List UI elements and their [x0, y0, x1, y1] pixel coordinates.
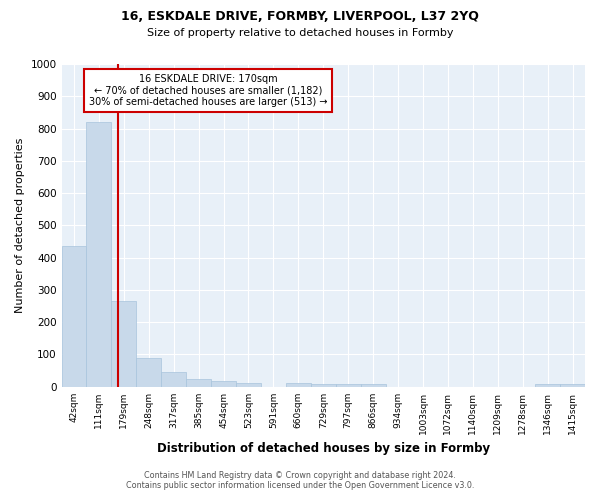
Bar: [236, 383, 261, 386]
Text: 16, ESKDALE DRIVE, FORMBY, LIVERPOOL, L37 2YQ: 16, ESKDALE DRIVE, FORMBY, LIVERPOOL, L3…: [121, 10, 479, 23]
Y-axis label: Number of detached properties: Number of detached properties: [15, 138, 25, 313]
Bar: [112, 301, 136, 386]
Bar: [136, 358, 161, 386]
Bar: [161, 372, 186, 386]
Bar: [286, 383, 311, 386]
Bar: [86, 122, 112, 386]
Bar: [535, 384, 560, 386]
Bar: [560, 384, 585, 386]
Bar: [211, 381, 236, 386]
Bar: [186, 380, 211, 386]
Bar: [311, 384, 336, 386]
Bar: [62, 246, 86, 386]
X-axis label: Distribution of detached houses by size in Formby: Distribution of detached houses by size …: [157, 442, 490, 455]
Bar: [336, 384, 361, 386]
Text: Contains HM Land Registry data © Crown copyright and database right 2024.
Contai: Contains HM Land Registry data © Crown c…: [126, 470, 474, 490]
Bar: [361, 384, 386, 386]
Text: 16 ESKDALE DRIVE: 170sqm
← 70% of detached houses are smaller (1,182)
30% of sem: 16 ESKDALE DRIVE: 170sqm ← 70% of detach…: [89, 74, 328, 107]
Text: Size of property relative to detached houses in Formby: Size of property relative to detached ho…: [147, 28, 453, 38]
